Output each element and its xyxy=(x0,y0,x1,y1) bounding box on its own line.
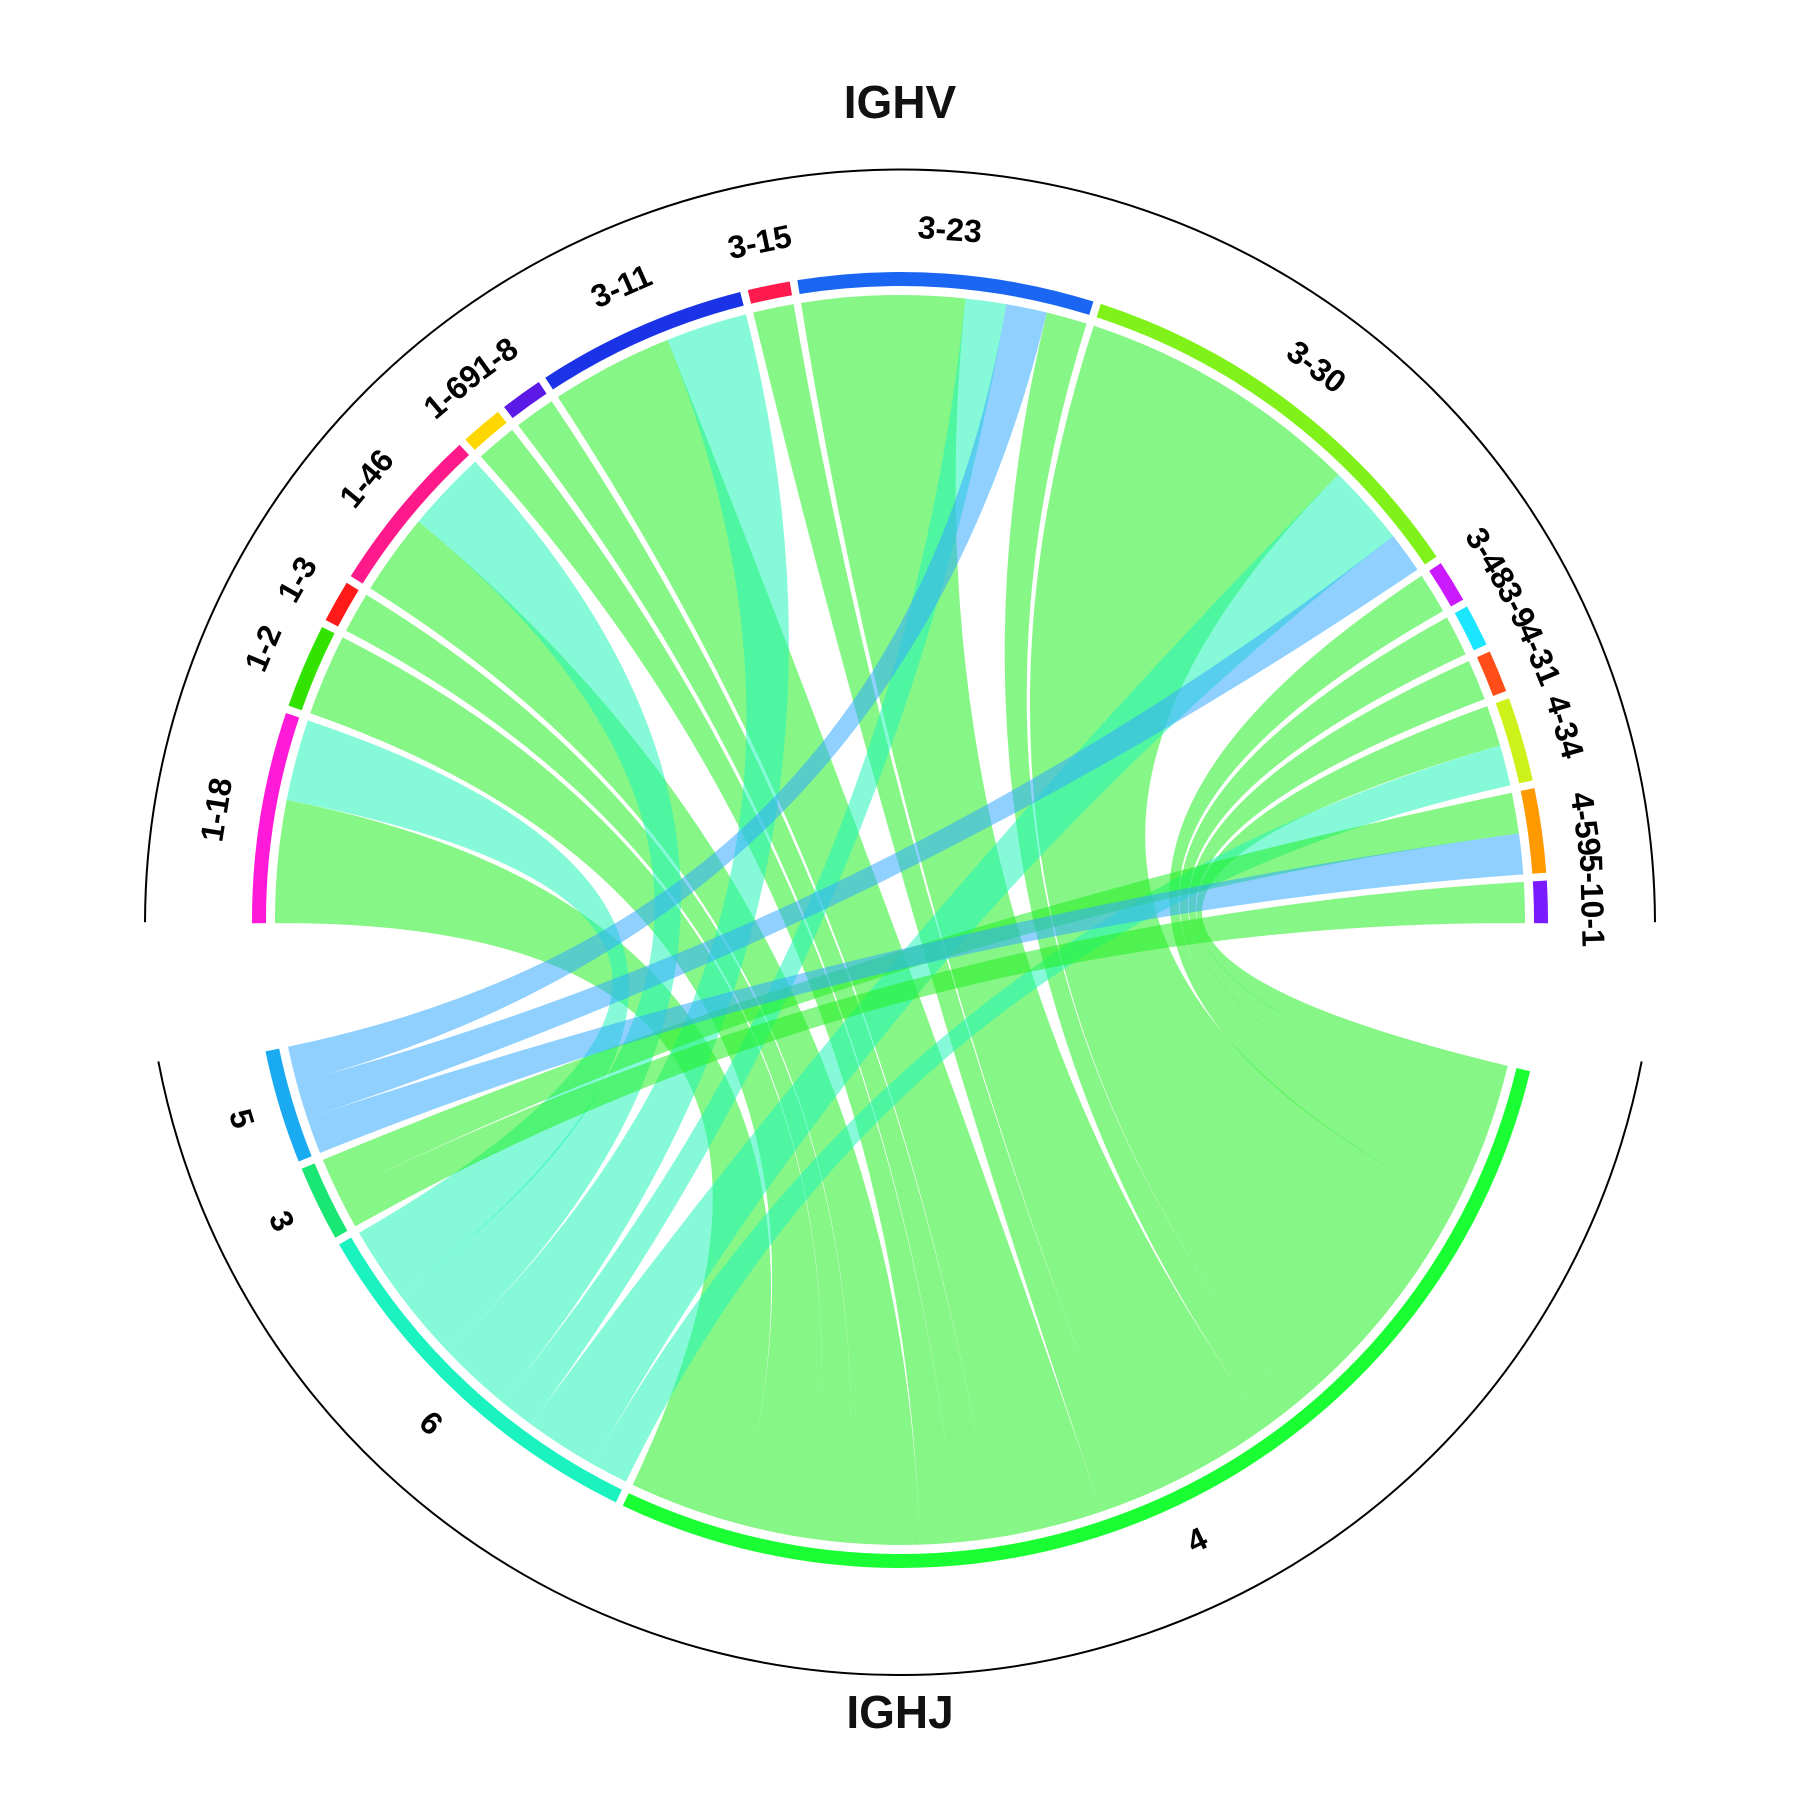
link-v1-18-j6-1 xyxy=(286,720,629,1295)
sector-v4-34 xyxy=(1495,698,1533,784)
sector-v1-46 xyxy=(350,444,470,584)
sector-v1-8 xyxy=(504,382,547,419)
sector-v3-15 xyxy=(747,281,793,304)
sector-label-v4-34: 4-34 xyxy=(1539,691,1592,763)
sector-label-j6: 6 xyxy=(413,1404,451,1442)
sector-label-v3-23: 3-23 xyxy=(917,209,983,250)
link-v3-23-j4-14 xyxy=(1004,312,1295,1428)
sector-label-v3-11: 3-11 xyxy=(586,257,658,315)
group-outline-arcs xyxy=(144,167,1656,1677)
sector-label-j4: 4 xyxy=(1181,1520,1213,1560)
link-v4-59-j3-23 xyxy=(322,792,1519,1194)
sector-v1-3 xyxy=(325,582,359,627)
sector-label-v3-15: 3-15 xyxy=(725,218,795,266)
link-v3-23-j6-12 xyxy=(501,298,1007,1425)
link-v3-9-j4-19 xyxy=(1179,617,1487,1172)
group-title-ighv: IGHV xyxy=(844,76,957,128)
sector-label-v1-18: 1-18 xyxy=(193,775,239,844)
sector-v5-10-1 xyxy=(1532,880,1549,924)
link-v4-59-j5-24 xyxy=(307,833,1524,1153)
sector-v3-9 xyxy=(1454,606,1487,651)
sector-label-j5: 5 xyxy=(222,1105,262,1132)
link-v3-11-j4-8 xyxy=(557,339,1102,1538)
sector-label-v1-3: 1-3 xyxy=(270,550,324,608)
outline-arc-ighj xyxy=(157,1061,1643,1677)
link-v4-34-j4-21 xyxy=(1196,706,1508,1102)
chord-links xyxy=(275,295,1526,1545)
sector-v3-11 xyxy=(545,292,744,390)
link-v1-3-j4-3 xyxy=(345,594,851,1543)
sector-v1-69 xyxy=(465,411,507,450)
sector-label-v1-46: 1-46 xyxy=(332,442,401,514)
link-v1-46-j6-5 xyxy=(399,461,681,1352)
link-v3-11-j6-9 xyxy=(447,314,789,1402)
sector-v4-59 xyxy=(1520,788,1547,874)
sector-label-v3-30: 3-30 xyxy=(1280,333,1353,400)
link-v1-46-j4-4 xyxy=(370,521,920,1545)
sector-j6 xyxy=(339,1237,622,1503)
sector-v1-18 xyxy=(252,712,300,924)
outline-arc-ighv xyxy=(144,167,1656,923)
sector-label-j3: 3 xyxy=(262,1205,302,1237)
sector-v4-31 xyxy=(1477,651,1507,696)
link-v3-15-j4-10 xyxy=(753,304,1137,1512)
link-v5-10-1-j3-25 xyxy=(338,881,1526,1227)
link-v1-2-j4-2 xyxy=(310,637,822,1539)
sector-v3-23 xyxy=(797,272,1094,315)
sector-v1-2 xyxy=(288,626,335,711)
sector-label-v5-10-1: 5-10-1 xyxy=(1573,854,1612,947)
sector-arcs xyxy=(252,272,1549,1568)
link-v1-8-j4-7 xyxy=(518,401,994,1543)
link-v3-30-j4-15 xyxy=(1029,325,1457,1405)
sector-label-v4-31: 4-31 xyxy=(1511,618,1569,691)
sector-label-v1-2: 1-2 xyxy=(237,620,288,677)
link-v3-48-j4-18 xyxy=(1169,575,1473,1205)
link-v3-30-j5-17 xyxy=(296,536,1418,1119)
sector-v3-48 xyxy=(1429,563,1464,607)
link-v3-30-j6-16 xyxy=(530,474,1394,1465)
group-title-ighj: IGHJ xyxy=(846,1686,953,1738)
sector-j3 xyxy=(301,1163,348,1238)
sector-j5 xyxy=(265,1048,312,1162)
link-v4-31-j4-20 xyxy=(1188,661,1499,1137)
sector-label-v4-59: 4-59 xyxy=(1564,790,1609,858)
